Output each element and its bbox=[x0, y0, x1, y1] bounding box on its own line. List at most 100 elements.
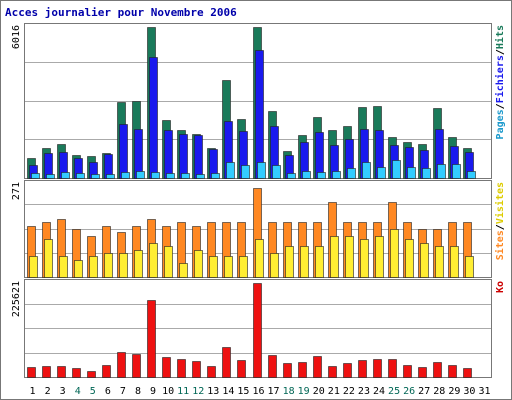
series-pages bbox=[31, 160, 476, 179]
bar-ko bbox=[433, 362, 442, 378]
bar-ko bbox=[42, 366, 51, 378]
bar-ko bbox=[403, 365, 412, 378]
bar-visites bbox=[330, 236, 339, 278]
x-tick-label: 1 bbox=[30, 386, 36, 397]
bar-pages bbox=[392, 160, 401, 179]
bar-pages bbox=[76, 173, 85, 179]
x-tick-label: 5 bbox=[90, 386, 96, 397]
x-tick-label: 8 bbox=[135, 386, 141, 397]
bar-ko bbox=[147, 300, 156, 378]
bar-pages bbox=[241, 165, 250, 179]
bar-visites bbox=[405, 239, 414, 278]
series-fichiers bbox=[29, 50, 474, 179]
series-ko bbox=[27, 283, 472, 378]
bar-pages bbox=[257, 162, 266, 179]
bar-visites bbox=[285, 246, 294, 278]
bar-visites bbox=[420, 243, 429, 278]
x-tick-label: 20 bbox=[313, 386, 325, 397]
bar-pages bbox=[166, 173, 175, 179]
bar-ko bbox=[177, 359, 186, 378]
bar-ko bbox=[72, 368, 81, 378]
bar-visites bbox=[390, 229, 399, 278]
bar-fichiers bbox=[164, 130, 173, 179]
bar-visites bbox=[360, 239, 369, 278]
bar-ko bbox=[448, 365, 457, 378]
bar-ko bbox=[117, 352, 126, 378]
bar-pages bbox=[317, 172, 326, 179]
bar-pages bbox=[467, 171, 476, 179]
bar-pages bbox=[332, 171, 341, 179]
bar-visites bbox=[209, 256, 218, 278]
bar-fichiers bbox=[315, 132, 324, 179]
bar-pages bbox=[121, 172, 130, 179]
panel-volume: 225621 Ko bbox=[11, 279, 506, 378]
bar-ko bbox=[27, 367, 36, 378]
legend-entry: Fichiers bbox=[494, 55, 506, 103]
bar-pages bbox=[91, 174, 100, 179]
legend-entry: Hits bbox=[494, 25, 506, 49]
x-tick-label: 27 bbox=[418, 386, 430, 397]
x-tick-label: 21 bbox=[328, 386, 340, 397]
bar-pages bbox=[31, 173, 40, 179]
bar-visites bbox=[465, 256, 474, 278]
bar-pages bbox=[377, 167, 386, 179]
bar-ko bbox=[207, 366, 216, 378]
bar-pages bbox=[362, 162, 371, 179]
x-tick-label: 6 bbox=[105, 386, 111, 397]
legend-entry: Pages bbox=[495, 109, 506, 139]
bar-visites bbox=[134, 250, 143, 278]
x-tick-label: 16 bbox=[252, 386, 264, 397]
bar-ko bbox=[463, 368, 472, 378]
legend-entry: / bbox=[495, 103, 506, 109]
bar-fichiers bbox=[179, 134, 188, 179]
bar-visites bbox=[345, 236, 354, 278]
bar-fichiers bbox=[194, 135, 203, 179]
bar-visites bbox=[450, 246, 459, 278]
bar-pages bbox=[226, 162, 235, 179]
legend-entry: / bbox=[495, 49, 506, 55]
x-tick-label: 3 bbox=[60, 386, 66, 397]
bar-ko bbox=[132, 354, 141, 378]
bar-visites bbox=[59, 256, 68, 278]
bar-visites bbox=[194, 250, 203, 278]
bar-pages bbox=[302, 171, 311, 179]
bar-ko bbox=[237, 360, 246, 378]
panel-legend: Ko bbox=[495, 281, 506, 293]
x-tick-label: 23 bbox=[358, 386, 370, 397]
x-tick-label: 26 bbox=[403, 386, 415, 397]
x-tick-label: 24 bbox=[373, 386, 385, 397]
bar-ko bbox=[268, 355, 277, 378]
bar-visites bbox=[179, 263, 188, 278]
x-tick-label: 4 bbox=[75, 386, 81, 397]
bar-fichiers bbox=[255, 50, 264, 179]
bar-visites bbox=[315, 246, 324, 278]
bar-ko bbox=[328, 366, 337, 378]
bar-visites bbox=[164, 246, 173, 278]
bar-ko bbox=[87, 371, 96, 378]
bar-pages bbox=[452, 164, 461, 179]
panel-legend: Sites/Visites bbox=[494, 182, 506, 260]
y-max-label: 225621 bbox=[11, 281, 22, 317]
bar-ko bbox=[373, 359, 382, 378]
bar-visites bbox=[89, 256, 98, 278]
bar-ko bbox=[222, 347, 231, 378]
x-tick-label: 13 bbox=[207, 386, 219, 397]
legend-entry: Sites bbox=[494, 230, 506, 260]
bar-visites bbox=[435, 246, 444, 278]
panel-legend: Pages/Fichiers/Hits bbox=[494, 25, 506, 139]
bar-ko bbox=[313, 356, 322, 378]
bar-visites bbox=[255, 239, 264, 278]
bar-ko bbox=[358, 360, 367, 378]
bar-visites bbox=[300, 246, 309, 278]
legend-entry: Visites bbox=[494, 182, 506, 224]
bar-visites bbox=[239, 256, 248, 278]
x-tick-label: 18 bbox=[283, 386, 295, 397]
bar-fichiers bbox=[149, 57, 158, 179]
bar-ko bbox=[253, 283, 262, 378]
bar-pages bbox=[287, 173, 296, 179]
bar-pages bbox=[46, 174, 55, 179]
bar-fichiers bbox=[134, 129, 143, 179]
x-axis-day-labels: 1 2 3 4 5 6 7 8 9 10 11 12 13 14 15 16 17 18 19 20 21 22 23 24 2… bbox=[30, 386, 491, 397]
